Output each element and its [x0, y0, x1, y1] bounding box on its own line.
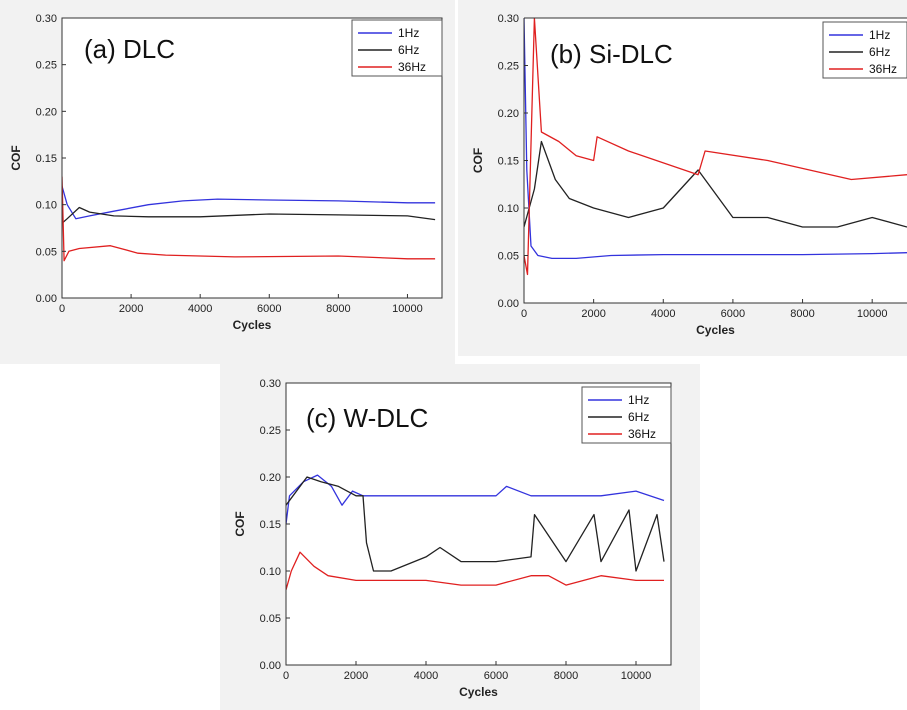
y-axis-title-b: COF: [471, 148, 485, 173]
panel-title-box-c: [302, 396, 452, 440]
x-tick-label-c: 10000: [621, 670, 652, 682]
y-tick-label-a: 0.15: [36, 153, 57, 165]
x-axis-title-a: Cycles: [233, 318, 272, 332]
legend-b: 1Hz 6Hz 36Hz: [822, 21, 907, 79]
legend-label-c-6hz: 6Hz: [628, 410, 649, 424]
panel-c-w-dlc: 0.00 0.05 0.10 0.15 0.20 0.25 0.30 0 2000 4000 600…: [233, 378, 672, 699]
x-tick-label-b: 0: [521, 308, 527, 320]
legend-label-b-36hz: 36Hz: [869, 62, 897, 76]
legend-a: 1Hz 6Hz 36Hz: [351, 19, 443, 77]
y-tick-label-a: 0.10: [36, 200, 57, 212]
y-tick-label-c: 0.10: [260, 566, 281, 578]
panel-title-c: (c) W-DLC: [306, 403, 428, 433]
x-tick-label-a: 6000: [257, 303, 281, 315]
legend-label-a-36hz: 36Hz: [398, 60, 426, 74]
x-axis-title-c: Cycles: [459, 685, 498, 699]
y-tick-label-c: 0.30: [260, 378, 281, 390]
legend-label-c-1hz: 1Hz: [628, 393, 649, 407]
legend-c: 1Hz 6Hz 36Hz: [581, 386, 672, 444]
y-tick-label-a: 0.00: [36, 293, 57, 305]
series-line-a-36hz: [62, 176, 436, 262]
x-tick-label-c: 2000: [344, 670, 368, 682]
x-tick-label-c: 4000: [414, 670, 438, 682]
x-tick-label-b: 6000: [721, 308, 745, 320]
x-tick-label-b: 4000: [651, 308, 675, 320]
series-group-a: [62, 176, 436, 262]
y-tick-label-c: 0.00: [260, 660, 281, 672]
x-tick-label-b: 2000: [581, 308, 605, 320]
y-tick-label-b: 0.30: [498, 13, 519, 25]
x-tick-label-c: 0: [283, 670, 289, 682]
x-tick-label-b: 8000: [790, 308, 814, 320]
series-line-b-6hz: [524, 140, 907, 228]
series-line-a-1hz: [62, 185, 436, 220]
x-tick-label-a: 0: [59, 303, 65, 315]
y-tick-label-a: 0.30: [36, 13, 57, 25]
y-tick-label-b: 0.00: [498, 298, 519, 310]
series-line-a-6hz: [62, 206, 436, 224]
y-tick-label-a: 0.25: [36, 60, 57, 72]
panel-title-a: (a) DLC: [84, 34, 175, 64]
x-axis-title-b: Cycles: [696, 323, 735, 337]
x-tick-label-a: 8000: [326, 303, 350, 315]
legend-label-b-6hz: 6Hz: [869, 45, 890, 59]
x-tick-label-c: 8000: [554, 670, 578, 682]
x-tick-label-c: 6000: [484, 670, 508, 682]
panel-b-si-dlc: 0.00 0.05 0.10 0.15 0.20 0.25 0.30 0 2000 4000 600…: [471, 13, 907, 337]
y-tick-label-c: 0.20: [260, 472, 281, 484]
y-tick-label-b: 0.20: [498, 108, 519, 120]
y-tick-label-b: 0.05: [498, 251, 519, 263]
y-tick-label-b: 0.10: [498, 203, 519, 215]
series-line-c-6hz: [286, 476, 665, 572]
y-tick-label-c: 0.25: [260, 425, 281, 437]
y-axis-title-c: COF: [233, 511, 247, 536]
series-group-b: [524, 18, 907, 276]
y-tick-label-a: 0.05: [36, 246, 57, 258]
y-tick-label-a: 0.20: [36, 106, 57, 118]
panel-a-dlc: 0.00 0.05 0.10 0.15 0.20 0.25 0.30 0 2000 4000 600…: [9, 13, 443, 332]
panel-title-b: (b) Si-DLC: [550, 39, 673, 69]
y-tick-label-c: 0.15: [260, 519, 281, 531]
series-line-b-36hz: [524, 18, 907, 276]
legend-label-c-36hz: 36Hz: [628, 427, 656, 441]
panel-title-box-b: [546, 33, 694, 77]
y-axis-title-a: COF: [9, 145, 23, 170]
series-line-c-1hz: [286, 474, 665, 525]
legend-label-a-1hz: 1Hz: [398, 26, 419, 40]
y-tick-label-b: 0.25: [498, 61, 519, 73]
x-tick-label-a: 10000: [392, 303, 423, 315]
legend-label-a-6hz: 6Hz: [398, 43, 419, 57]
x-tick-label-b: 10000: [857, 308, 888, 320]
x-tick-label-a: 2000: [119, 303, 143, 315]
series-group-c: [286, 474, 665, 590]
series-line-c-36hz: [286, 551, 664, 590]
panel-title-box-a: [80, 30, 198, 72]
y-tick-label-c: 0.05: [260, 613, 281, 625]
legend-label-b-1hz: 1Hz: [869, 28, 890, 42]
x-tick-label-a: 4000: [188, 303, 212, 315]
y-tick-label-b: 0.15: [498, 156, 519, 168]
series-line-b-1hz: [524, 18, 907, 260]
